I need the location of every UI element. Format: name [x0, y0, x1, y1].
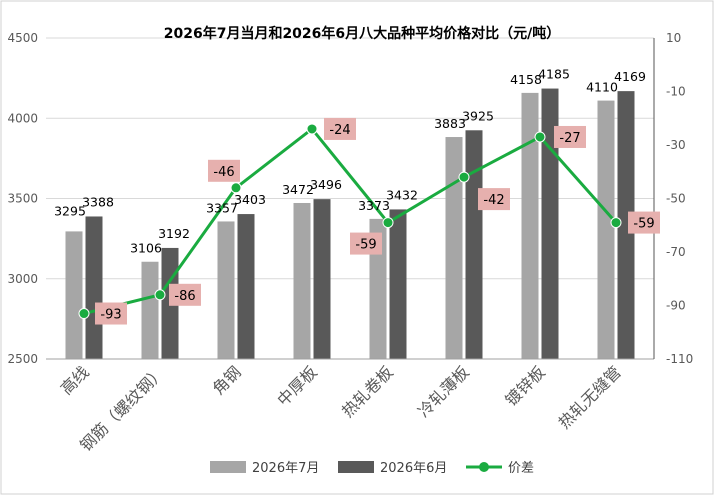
diff-label: -86: [174, 289, 195, 304]
diff-point: [534, 131, 546, 143]
diff-label: -27: [559, 131, 580, 146]
diff-point: [610, 217, 622, 229]
diff-label: -42: [483, 193, 504, 208]
diff-point: [78, 308, 90, 320]
diff-point: [154, 289, 166, 301]
legend-label: 2026年6月: [380, 461, 447, 476]
legend-bar-swatch: [210, 461, 246, 473]
bar-jul-label: 4110: [586, 80, 618, 95]
bar-jun-label: 3192: [158, 226, 190, 241]
legend-label: 2026年7月: [252, 461, 319, 476]
bar-jul-label: 3472: [282, 182, 314, 197]
right-tick-label: -90: [666, 299, 686, 313]
legend-line-marker: [479, 462, 489, 472]
right-tick-label: -110: [666, 352, 693, 366]
bar-jun-label: 4185: [538, 67, 570, 82]
bar-jun: [617, 91, 635, 360]
legend-bar-swatch: [338, 461, 374, 473]
diff-label: -59: [355, 238, 376, 253]
diff-label-box: [628, 211, 660, 234]
diff-label-box: [324, 117, 356, 140]
bar-jun: [313, 199, 331, 359]
bar-jun-label: 3925: [462, 108, 494, 123]
bar-jul: [65, 231, 83, 359]
diff-label: -46: [213, 165, 234, 180]
diff-label-box: [350, 232, 382, 255]
bar-jul: [217, 221, 235, 359]
bar-jul-label: 3295: [54, 203, 86, 218]
bar-jul-label: 3883: [434, 116, 466, 131]
bar-jul-label: 3357: [206, 200, 238, 215]
chart-title: 2026年7月当月和2026年6月八大品种平均价格对比（元/吨）: [164, 25, 561, 42]
diff-label-box: [95, 302, 127, 325]
bar-jun-label: 3403: [234, 192, 266, 207]
bar-jun-label: 4169: [614, 69, 646, 84]
left-tick-label: 4500: [7, 31, 38, 45]
bar-jul-label: 3373: [358, 198, 390, 213]
diff-point: [306, 123, 318, 135]
diff-label: -59: [633, 217, 654, 232]
diff-line: [78, 123, 622, 320]
bar-jul: [141, 261, 159, 359]
diff-point: [458, 171, 470, 183]
left-tick-label: 2500: [7, 352, 38, 366]
diff-label: -93: [100, 308, 121, 323]
bar-jul: [521, 92, 539, 360]
diff-label: -24: [329, 123, 350, 138]
diff-point: [382, 217, 394, 229]
right-tick-label: -70: [666, 245, 686, 259]
left-tick-label: 3500: [7, 192, 38, 206]
bar-jul: [445, 137, 463, 359]
diff-point: [230, 182, 242, 194]
bar-jul-label: 3106: [130, 241, 162, 256]
diff-label-box: [554, 125, 586, 148]
legend-label: 价差: [508, 461, 534, 476]
bar-jul: [293, 202, 311, 359]
bar-jul-label: 4158: [510, 72, 542, 87]
diff-label-box: [478, 188, 510, 211]
bar-jul: [597, 100, 615, 359]
bar-jun: [389, 209, 407, 359]
bar-jun: [85, 216, 103, 359]
axes: 2500 3000 3500 4000 4500 10 -10 -30 -50 -70 -90 -11…: [7, 31, 693, 366]
bar-jun: [465, 130, 483, 359]
right-tick-label: 10: [666, 31, 681, 45]
right-tick-label: -30: [666, 138, 686, 152]
bar-jun: [237, 214, 255, 359]
left-tick-label: 4000: [7, 111, 38, 125]
left-tick-label: 3000: [7, 272, 38, 286]
bar-jun: [541, 88, 559, 360]
diff-line-path: [83, 127, 618, 315]
bar-jun-label: 3388: [82, 194, 114, 209]
right-tick-label: -50: [666, 192, 686, 206]
bar-jun-label: 3432: [386, 187, 418, 202]
diff-label-box: [169, 283, 201, 306]
diff-label-box: [208, 159, 240, 182]
right-tick-label: -10: [666, 85, 686, 99]
bar-jun-label: 3496: [310, 177, 342, 192]
legend: 2026年7月 2026年6月 价差: [210, 461, 534, 476]
